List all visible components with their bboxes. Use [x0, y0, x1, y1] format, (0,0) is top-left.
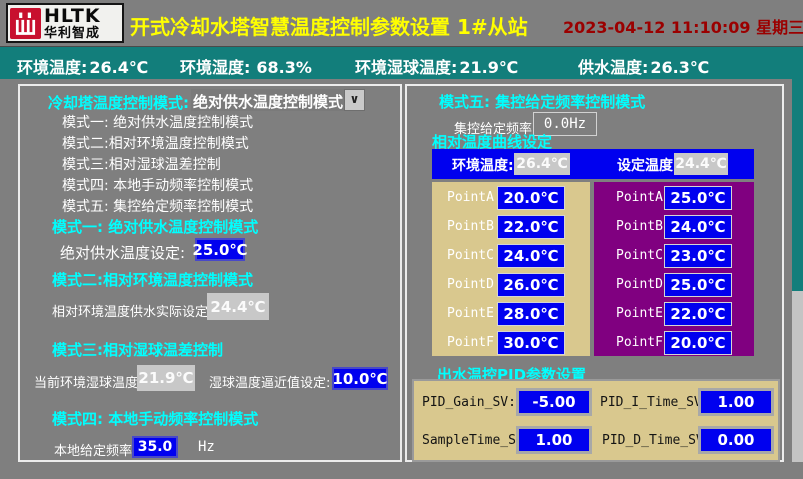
mode4-freq-input[interactable]: 35.0 [132, 436, 178, 458]
ambient-point-input[interactable]: 24.0℃ [497, 244, 565, 268]
supply-temp-value: 26.3℃ [650, 58, 710, 77]
logo-company: 华利智成 [44, 25, 101, 41]
target-point-input[interactable]: 23.0℃ [664, 244, 732, 268]
wetbulb-readout: 环境湿球温度: 21.9℃ [355, 54, 518, 78]
ambient-point-label: PointD [447, 277, 494, 292]
pid-panel: PID_Gain_SV: -5.00 PID_I_Time_SV 1.00 Sa… [412, 379, 780, 462]
mode-list-item-4: 模式四: 本地手动频率控制模式 [62, 178, 254, 194]
mode4-freq-label: 本地给定频率 [54, 444, 133, 459]
hltk-logo: HLTK 华利智成 [6, 3, 124, 43]
header: HLTK 华利智成 开式冷却水塔智慧温度控制参数设置 1#从站 2023-04-… [0, 0, 803, 46]
wetbulb-label: 环境湿球温度: [355, 58, 458, 77]
ambient-point-label: PointC [447, 248, 494, 263]
humidity-readout: 环境湿度: 68.3% [180, 54, 312, 78]
target-point-label: PointF [616, 335, 663, 350]
target-points-column [594, 182, 754, 356]
curve-env-display: 26.4℃ [514, 153, 570, 175]
right-edge-silver-strip [792, 291, 803, 462]
hltk-logo-icon [10, 7, 41, 39]
ambient-point-label: PointB [447, 219, 494, 234]
wetbulb-value: 21.9℃ [459, 58, 519, 77]
target-point-label: PointE [616, 306, 663, 321]
mode4-title: 模式四: 本地手动频率控制模式 [52, 410, 259, 428]
mode3-approach-input[interactable]: 10.0℃ [332, 367, 388, 390]
supply-temp-label: 供水温度: [578, 58, 649, 77]
pid-itime-label: PID_I_Time_SV [600, 395, 702, 410]
curve-set-display: 24.4℃ [674, 153, 728, 175]
mode-list-item-5: 模式五: 集控给定频率控制模式 [62, 199, 254, 215]
curve-set-label: 设定温度: [617, 158, 679, 174]
ambient-point-input[interactable]: 20.0℃ [497, 186, 565, 210]
mode-list-item-3: 模式三:相对湿球温差控制 [62, 157, 221, 173]
humidity-value: 68.3% [256, 58, 312, 77]
mode-select-dropdown[interactable]: 绝对供水温度控制模式 ∨ [191, 89, 365, 111]
mode3-approach-label: 湿球温度逼近值设定: [209, 376, 331, 391]
datetime-label: 2023-04-12 11:10:09 星期三 [563, 18, 803, 37]
pid-gain-input[interactable]: -5.00 [516, 388, 592, 416]
curve-pid-panel: 模式五: 集控给定频率控制模式 集控给定频率 0.0Hz 相对温度曲线设定 环境… [405, 84, 784, 462]
ambient-point-input[interactable]: 30.0℃ [497, 331, 565, 355]
ambient-temp-readout: 环境温度: 26.4℃ [17, 54, 148, 78]
mode5-title: 模式五: 集控给定频率控制模式 [439, 93, 646, 111]
target-point-label: PointC [616, 248, 663, 263]
mode2-title: 模式二:相对环境温度控制模式 [52, 271, 253, 289]
mode3-current-display: 21.9℃ [137, 365, 195, 391]
ambient-point-input[interactable]: 26.0℃ [497, 273, 565, 297]
right-edge-teal-strip [792, 79, 803, 291]
station-label: 1#从站 [457, 15, 528, 39]
mode-select-label: 冷却塔温度控制模式: [48, 94, 189, 112]
mode5-freq-display: 0.0Hz [533, 112, 597, 136]
mode5-freq-label: 集控给定频率 [454, 122, 533, 137]
ambient-point-label: PointA [447, 190, 494, 205]
pid-dtime-label: PID_D_Time_SV [602, 433, 704, 448]
ambient-temp-value: 26.4℃ [89, 58, 149, 77]
control-mode-panel: 冷却塔温度控制模式: 绝对供水温度控制模式 ∨ 模式一: 绝对供水温度控制模式 … [18, 84, 402, 462]
pid-gain-label: PID_Gain_SV: [422, 395, 516, 410]
ambient-point-label: PointE [447, 306, 494, 321]
logo-abbr: HLTK [44, 4, 101, 27]
ambient-point-input[interactable]: 28.0℃ [497, 302, 565, 326]
mode4-freq-unit: Hz [198, 439, 215, 455]
ambient-points-column [432, 182, 590, 356]
mode-list-item-2: 模式二:相对环境温度控制模式 [62, 136, 249, 152]
ambient-point-label: PointF [447, 335, 494, 350]
page-title: 开式冷却水塔智慧温度控制参数设置 [130, 15, 450, 39]
mode-list-item-1: 模式一: 绝对供水温度控制模式 [62, 115, 254, 131]
target-point-input[interactable]: 24.0℃ [664, 215, 732, 239]
mode1-title: 模式一: 绝对供水温度控制模式 [52, 218, 259, 236]
target-point-input[interactable]: 20.0℃ [664, 331, 732, 355]
target-point-label: PointD [616, 277, 663, 292]
mode2-actual-label: 相对环境温度供水实际设定 [52, 305, 209, 320]
curve-env-label: 环境温度: [452, 158, 514, 174]
target-point-input[interactable]: 25.0℃ [664, 186, 732, 210]
target-point-input[interactable]: 22.0℃ [664, 302, 732, 326]
pid-dtime-input[interactable]: 0.00 [698, 426, 774, 454]
curve-title: 相对温度曲线设定 [432, 133, 553, 151]
pid-itime-input[interactable]: 1.00 [698, 388, 774, 416]
pid-sample-label: SampleTime_SV: [422, 433, 532, 448]
target-point-label: PointA [616, 190, 663, 205]
mode-select-value: 绝对供水温度控制模式 [193, 93, 343, 110]
logo-text: HLTK 华利智成 [44, 4, 101, 41]
pid-sample-input[interactable]: 1.00 [516, 426, 592, 454]
supply-temp-readout: 供水温度: 26.3℃ [578, 54, 709, 78]
target-point-input[interactable]: 25.0℃ [664, 273, 732, 297]
humidity-label: 环境湿度: [180, 58, 251, 77]
target-point-label: PointB [616, 219, 663, 234]
chevron-down-icon[interactable]: ∨ [344, 89, 365, 111]
mode2-actual-display: 24.4℃ [207, 293, 269, 320]
mode1-set-input[interactable]: 25.0℃ [192, 238, 248, 261]
mode1-set-label: 绝对供水温度设定: [60, 244, 186, 262]
mode3-current-label: 当前环境湿球温度 [34, 376, 139, 391]
mode3-title: 模式三:相对湿球温差控制 [52, 341, 223, 359]
ambient-point-input[interactable]: 22.0℃ [497, 215, 565, 239]
ambient-temp-label: 环境温度: [17, 58, 88, 77]
status-bar: 环境温度: 26.4℃ 环境湿度: 68.3% 环境湿球温度: 21.9℃ 供水温度:… [0, 46, 803, 79]
